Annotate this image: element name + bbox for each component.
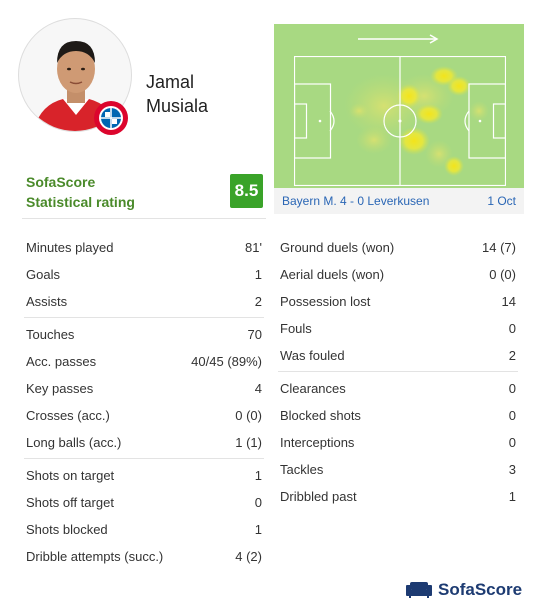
stats-column-right: Ground duels (won) 14 (7) Aerial duels (wo… (278, 234, 518, 510)
match-caption[interactable]: Bayern M. 4 - 0 Leverkusen 1 Oct (274, 188, 524, 214)
stat-row: Acc. passes 40/45 (89%) (26, 348, 262, 375)
stat-label: Assists (26, 294, 68, 309)
stat-label: Ground duels (won) (280, 240, 395, 255)
player-avatar (18, 18, 132, 132)
stat-value: 0 (0) (235, 408, 262, 423)
stat-row: Dribble attempts (succ.) 4 (2) (26, 543, 262, 570)
stat-value: 70 (247, 327, 262, 342)
stat-value: 1 (254, 522, 262, 537)
stat-row: Possession lost 14 (280, 288, 516, 315)
stat-label: Crosses (acc.) (26, 408, 110, 423)
stat-group-divider (278, 371, 518, 372)
stat-row: Long balls (acc.) 1 (1) (26, 429, 262, 456)
heatmap-panel[interactable]: Bayern M. 4 - 0 Leverkusen 1 Oct (274, 24, 524, 214)
stat-row: Dribbled past 1 (280, 483, 516, 510)
stat-label: Long balls (acc.) (26, 435, 122, 450)
divider (22, 218, 266, 219)
stat-label: Acc. passes (26, 354, 97, 369)
stat-label: Shots blocked (26, 522, 108, 537)
stat-row: Key passes 4 (26, 375, 262, 402)
stat-value: 14 (7) (482, 240, 516, 255)
stat-value: 1 (254, 267, 262, 282)
stat-value: 4 (2) (235, 549, 262, 564)
stat-row: Shots off target 0 (26, 489, 262, 516)
rating-label-line1: SofaScore (26, 174, 96, 190)
stat-value: 0 (254, 495, 262, 510)
stat-row: Fouls 0 (280, 315, 516, 342)
stat-value: 0 (508, 408, 516, 423)
stat-value: 1 (1) (235, 435, 262, 450)
attack-direction-arrow-icon (358, 34, 439, 44)
stat-value: 0 (508, 321, 516, 336)
stat-row: Goals 1 (26, 261, 262, 288)
stat-value: 2 (508, 348, 516, 363)
stat-row: Assists 2 (26, 288, 262, 315)
rating-label: SofaScore Statistical rating (26, 172, 135, 212)
stat-label: Shots off target (26, 495, 114, 510)
sofascore-logo[interactable]: SofaScore (406, 580, 522, 600)
sofascore-sofa-icon (406, 582, 432, 598)
stat-row: Touches 70 (26, 321, 262, 348)
stat-row: Minutes played 81' (26, 234, 262, 261)
stat-value: 0 (508, 435, 516, 450)
stat-row: Blocked shots 0 (280, 402, 516, 429)
stat-label: Fouls (280, 321, 312, 336)
stat-row: Tackles 3 (280, 456, 516, 483)
rating-label-line2: Statistical rating (26, 194, 135, 210)
stat-value: 40/45 (89%) (191, 354, 262, 369)
stat-row: Ground duels (won) 14 (7) (280, 234, 516, 261)
stat-label: Blocked shots (280, 408, 361, 423)
stat-value: 3 (508, 462, 516, 477)
stat-label: Possession lost (280, 294, 371, 309)
stat-row: Crosses (acc.) 0 (0) (26, 402, 262, 429)
stat-label: Clearances (280, 381, 346, 396)
heatmap-pitch (294, 56, 506, 186)
stat-value: 2 (254, 294, 262, 309)
stat-group-divider (24, 458, 264, 459)
stat-row: Was fouled 2 (280, 342, 516, 369)
stat-row: Shots blocked 1 (26, 516, 262, 543)
stat-label: Dribbled past (280, 489, 357, 504)
stat-value: 4 (254, 381, 262, 396)
stat-label: Key passes (26, 381, 94, 396)
stat-value: 0 (508, 381, 516, 396)
stat-label: Touches (26, 327, 75, 342)
stats-column-left: Minutes played 81' Goals 1 Assists 2 Touches 70… (24, 234, 264, 570)
stat-value: 1 (508, 489, 516, 504)
stat-group-divider (24, 317, 264, 318)
stat-label: Tackles (280, 462, 324, 477)
match-date: 1 Oct (487, 194, 516, 208)
stat-label: Shots on target (26, 468, 115, 483)
stat-label: Was fouled (280, 348, 345, 363)
player-first-name: Jamal (146, 72, 195, 92)
stat-row: Shots on target 1 (26, 462, 262, 489)
rating-badge: 8.5 (230, 174, 263, 208)
stat-label: Dribble attempts (succ.) (26, 549, 164, 564)
stat-label: Minutes played (26, 240, 114, 255)
stat-value: 14 (501, 294, 516, 309)
stat-label: Interceptions (280, 435, 355, 450)
stat-value: 1 (254, 468, 262, 483)
stat-value: 0 (0) (489, 267, 516, 282)
stat-value: 81' (245, 240, 262, 255)
bayern-crest-icon (93, 100, 129, 136)
stat-label: Aerial duels (won) (280, 267, 385, 282)
brand-name: SofaScore (438, 580, 523, 599)
stat-row: Aerial duels (won) 0 (0) (280, 261, 516, 288)
player-last-name: Musiala (146, 96, 209, 116)
match-score[interactable]: Bayern M. 4 - 0 Leverkusen (282, 194, 430, 208)
stat-row: Interceptions 0 (280, 429, 516, 456)
stat-label: Goals (26, 267, 60, 282)
player-name[interactable]: Jamal Musiala (146, 70, 208, 118)
stat-row: Clearances 0 (280, 375, 516, 402)
